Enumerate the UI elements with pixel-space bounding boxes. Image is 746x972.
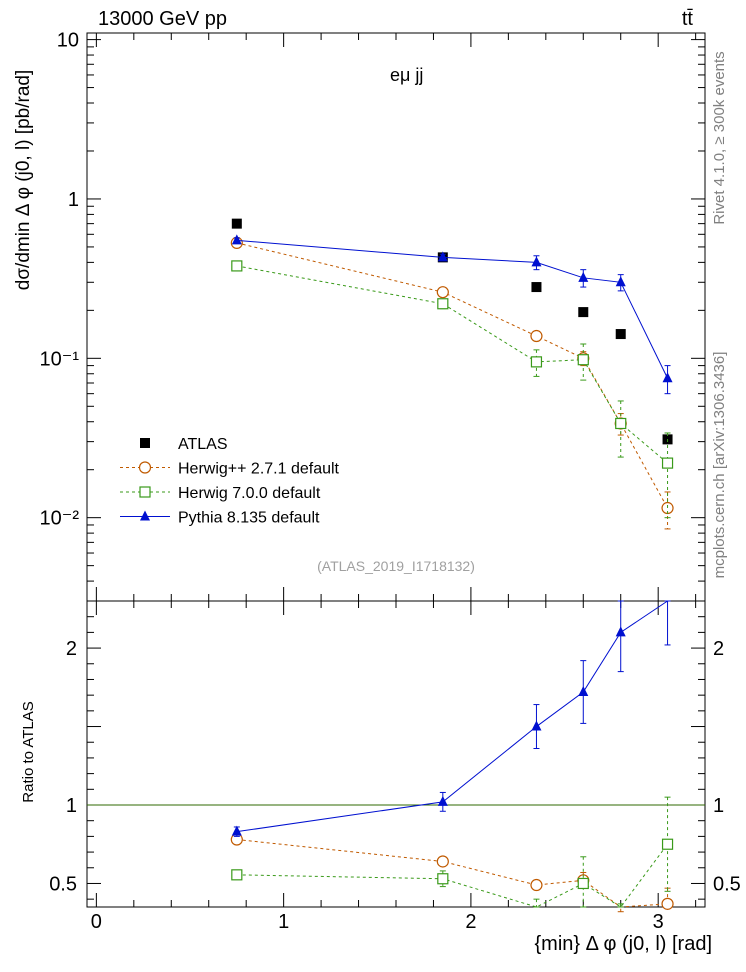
process-label: tt̄ [682,8,694,30]
ratio-data-point [231,825,242,836]
ratio-plot-frame [86,600,706,908]
ratio-data-point [437,873,449,885]
ratio-y-tick-label: 2 [66,638,77,660]
ratio-y-tick-label: 1 [713,795,724,817]
x-tick-label: 1 [278,911,289,933]
rivet-version-label: Rivet 4.1.0, ≥ 300k events [711,51,728,224]
main-data-point [615,329,626,340]
series-layer [230,218,674,913]
legend-label: ATLAS [178,436,228,453]
main-data-point [661,457,674,469]
main-data-point [578,271,589,282]
ratio-data-point [530,878,543,892]
main-data-point [530,329,543,343]
legend-label: Herwig 7.0.0 default [178,485,321,502]
main-data-point [531,282,542,293]
main-series-line [236,242,668,509]
main-series-line [236,239,668,379]
main-series-triangle [231,234,673,395]
ratio-series-square [231,796,674,908]
y-tick-label: 10⁻² [40,508,80,530]
main-data-point [530,356,543,368]
ratio-data-point [661,838,674,850]
legend-marker [139,486,151,498]
ratio-y-ticks: 0.5 0.5 1 1 2 2 [49,600,741,900]
ratio-series-triangle [231,600,671,837]
legend-marker [138,461,152,474]
main-y-axis-label: dσ/dmin Δ φ (j0, l) [pb/rad] [13,70,34,291]
y-tick-label: 10⁻¹ [40,348,80,370]
analysis-id: (ATLAS_2019_I1718132) [317,558,475,574]
x-tick-label: 0 [91,911,102,933]
ratio-data-point [577,877,589,890]
ratio-data-point [436,855,449,868]
x-tick-label: 3 [653,911,664,933]
ratio-series-circle [230,833,674,913]
main-data-point [231,218,242,229]
ratio-y-tick-label: 1 [66,795,77,817]
ratio-data-point [231,869,243,881]
ratio-series-line [236,843,668,908]
x-ticks: 0 1 2 3 [91,33,697,933]
ratio-y-axis-label: Ratio to ATLAS [20,701,37,802]
legend-marker [140,510,150,521]
main-data-point [577,354,589,366]
ratio-series-line [236,600,668,833]
ratio-y-tick-label: 0.5 [49,873,77,895]
y-tick-label: 10 [57,30,79,52]
legend: ATLAS Herwig++ 2.7.1 default Herwig 7.0.0 … [120,436,340,527]
ratio-data-point [531,720,542,731]
main-data-point [437,298,449,310]
main-y-ticks: 10 1 10⁻¹ 10⁻² [40,30,705,602]
ratio-data-point [578,686,589,697]
ratio-data-point [661,897,674,910]
ratio-data-point [615,626,626,637]
main-series-square-filled [231,218,673,445]
main-data-point [437,251,448,262]
x-axis-label: {min} Δ φ (j0, l) [rad] [535,933,713,955]
ratio-series-line [236,839,668,908]
main-data-point [231,234,242,245]
ratio-y-tick-label: 0.5 [713,873,741,895]
mcplots-label: mcplots.cern.ch [arXiv:1306.3436] [711,352,728,579]
x-tick-label: 2 [465,911,476,933]
main-data-point [662,372,673,383]
legend-label: Herwig++ 2.7.1 default [178,461,340,478]
main-data-point [531,256,542,267]
ratio-y-tick-label: 2 [713,638,724,660]
beam-label: 13000 GeV pp [98,8,227,30]
ratio-data-point [437,795,448,806]
main-series-line [236,265,668,464]
y-tick-label: 1 [68,189,79,211]
legend-marker [140,438,150,448]
main-data-point [615,417,627,430]
main-data-point [231,260,243,272]
legend-label: Pythia 8.135 default [178,510,320,527]
channel-label: eμ jj [390,65,423,85]
main-data-point [578,307,589,318]
main-series-square [231,260,674,519]
main-data-point [436,286,449,299]
main-data-point [615,276,626,287]
